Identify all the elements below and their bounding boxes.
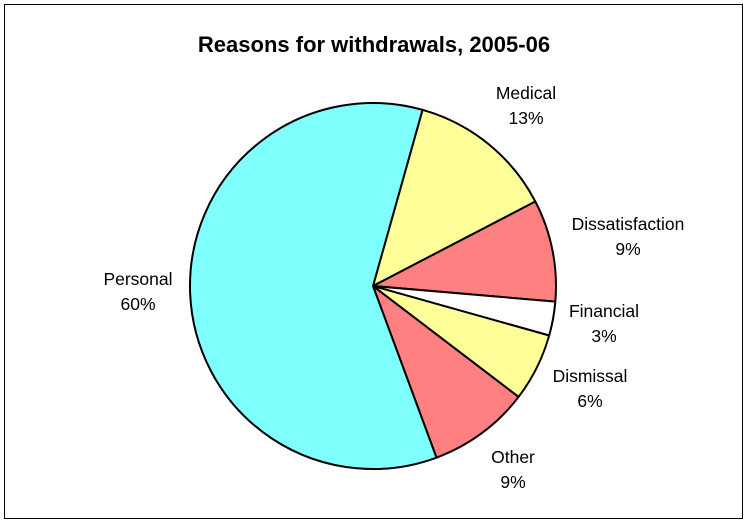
slice-label-other: Other: [491, 447, 535, 467]
pie-slice-personal: [189, 102, 438, 470]
pie-slices: [189, 102, 557, 470]
pie-slice-dissatisfaction: [372, 200, 557, 303]
slice-label-medical: Medical: [496, 83, 556, 103]
pie-slice-medical: [372, 108, 537, 287]
pie-slice-other: [372, 285, 520, 459]
slice-value-personal: 60%: [120, 294, 155, 314]
slice-value-financial: 3%: [591, 326, 616, 346]
slice-label-personal: Personal: [103, 269, 172, 289]
slice-value-other: 9%: [500, 472, 525, 492]
chart-title: Reasons for withdrawals, 2005-06: [198, 32, 550, 57]
slice-label-dissatisfaction: Dissatisfaction: [572, 214, 685, 234]
slice-value-dismissal: 6%: [577, 391, 602, 411]
slice-value-dissatisfaction: 9%: [615, 239, 640, 259]
pie-labels: Medical 13% Dissatisfaction 9% Financial 3% Di…: [103, 83, 684, 492]
slice-value-medical: 13%: [508, 108, 543, 128]
slice-label-financial: Financial: [569, 301, 639, 321]
slice-label-dismissal: Dismissal: [553, 366, 628, 386]
